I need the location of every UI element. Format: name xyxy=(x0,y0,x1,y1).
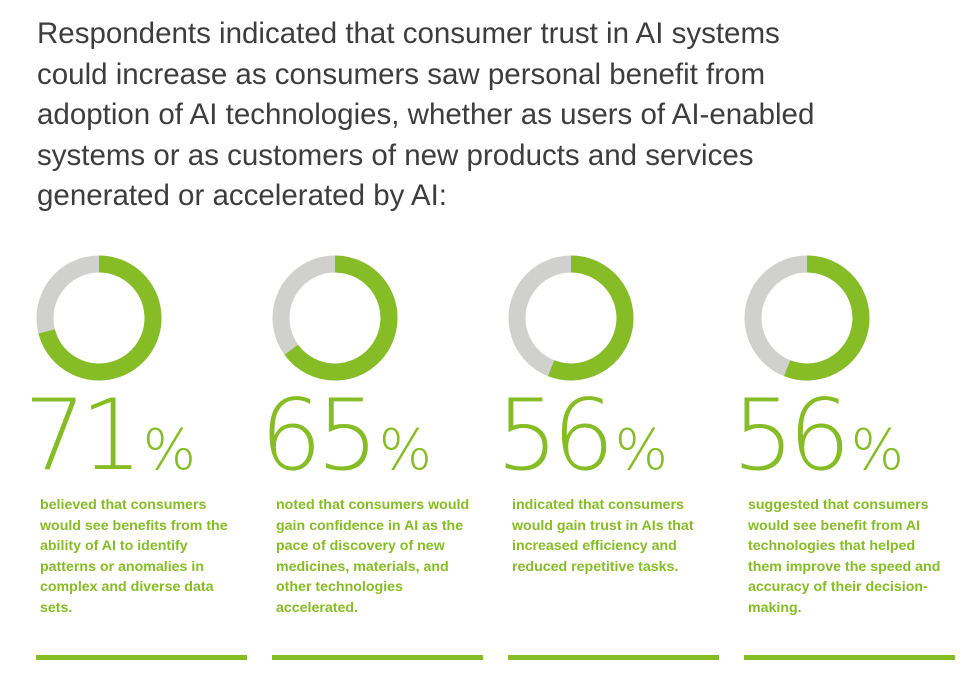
stat-number: 56 xyxy=(496,379,615,493)
donut-svg xyxy=(36,255,162,381)
stat-value: 71% xyxy=(24,387,196,485)
stat-block: 65% noted that consumers would gain conf… xyxy=(260,255,487,665)
percent-sign: % xyxy=(850,418,904,483)
divider-rule xyxy=(744,655,955,660)
stat-number: 65 xyxy=(260,379,379,493)
donut-value-arc xyxy=(38,255,162,381)
divider-rule xyxy=(36,655,247,660)
donut-value-arc xyxy=(784,255,870,381)
stat-block: 56% indicated that consumers would gain … xyxy=(496,255,723,665)
stat-value: 65% xyxy=(260,387,432,485)
donut-svg xyxy=(508,255,634,381)
divider-rule xyxy=(272,655,483,660)
percent-sign: % xyxy=(378,418,432,483)
percent-sign: % xyxy=(614,418,668,483)
stat-number: 71 xyxy=(24,379,143,493)
donut-value-arc xyxy=(284,255,398,381)
stat-caption: suggested that consumers would see benef… xyxy=(748,497,941,616)
stat-value: 56% xyxy=(732,387,904,485)
donut-value-arc xyxy=(548,255,634,381)
donut-chart xyxy=(744,255,870,381)
donut-chart xyxy=(36,255,162,381)
stat-number: 56 xyxy=(732,379,851,493)
stat-caption: believed that consumers would see benefi… xyxy=(40,497,228,616)
donut-svg xyxy=(744,255,870,381)
divider-rule xyxy=(508,655,719,660)
stat-block: 71% believed that consumers would see be… xyxy=(24,255,251,665)
donut-chart xyxy=(508,255,634,381)
percent-sign: % xyxy=(142,418,196,483)
stat-value: 56% xyxy=(496,387,668,485)
donut-chart xyxy=(272,255,398,381)
stat-caption: noted that consumers would gain confiden… xyxy=(276,497,470,616)
headline: Respondents indicated that consumer trus… xyxy=(37,17,815,212)
stat-caption: indicated that consumers would gain trus… xyxy=(512,497,694,575)
stat-block: 56% suggested that consumers would see b… xyxy=(732,255,959,665)
donut-svg xyxy=(272,255,398,381)
